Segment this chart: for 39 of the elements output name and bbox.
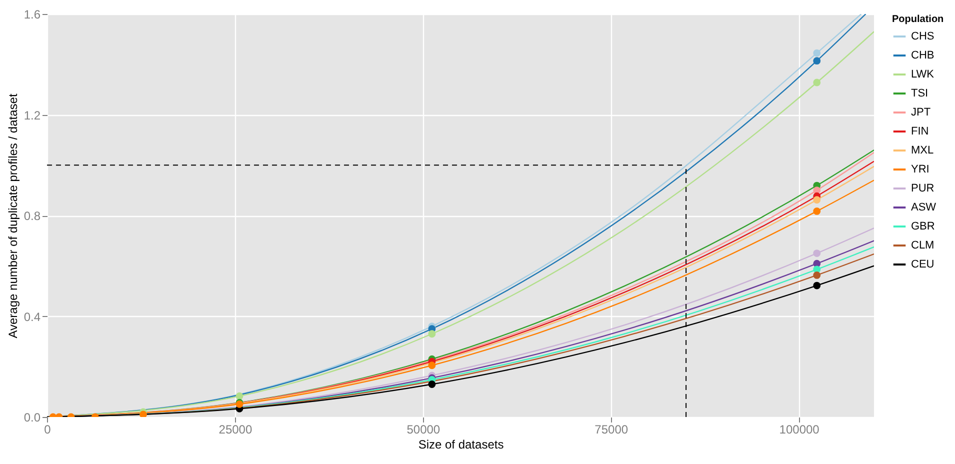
x-tick-label: 50000 <box>406 422 440 436</box>
point <box>428 330 436 338</box>
legend-title: Population <box>892 14 944 25</box>
x-axis-title: Size of datasets <box>418 438 504 452</box>
point <box>140 410 147 417</box>
point <box>813 196 821 204</box>
legend-label: YRI <box>911 164 930 176</box>
legend-label: LWK <box>911 68 935 80</box>
point <box>813 208 821 215</box>
point <box>236 392 244 400</box>
point <box>813 49 821 57</box>
y-tick-label: 0.0 <box>24 410 41 424</box>
x-tick-label: 0 <box>44 422 52 436</box>
y-tick-label: 0.8 <box>24 209 41 223</box>
legend-label: JPT <box>911 106 931 118</box>
y-axis-title: Average number of duplicate profiles / dataset <box>6 93 20 338</box>
point <box>813 282 821 290</box>
y-tick-label: 1.6 <box>24 8 41 22</box>
legend-label: CHS <box>911 30 934 42</box>
point <box>813 78 821 86</box>
legend-label: MXL <box>911 144 934 156</box>
legend-label: CEU <box>911 258 934 270</box>
legend-label: GBR <box>911 220 935 232</box>
legend-label: PUR <box>911 182 934 194</box>
point <box>428 362 436 370</box>
legend-label: FIN <box>911 126 929 138</box>
legend-label: ASW <box>911 202 937 214</box>
legend-label: CHB <box>911 50 934 62</box>
point <box>813 57 821 65</box>
legend-label: TSI <box>911 88 928 100</box>
legend-label: CLM <box>911 240 934 252</box>
x-tick-label: 100000 <box>779 422 820 436</box>
x-tick-label: 75000 <box>594 422 628 436</box>
x-tick-label: 25000 <box>218 422 252 436</box>
point <box>813 250 821 257</box>
point <box>813 271 821 279</box>
y-tick-label: 1.2 <box>24 108 41 122</box>
y-tick-label: 0.4 <box>24 310 41 324</box>
point <box>428 380 436 388</box>
